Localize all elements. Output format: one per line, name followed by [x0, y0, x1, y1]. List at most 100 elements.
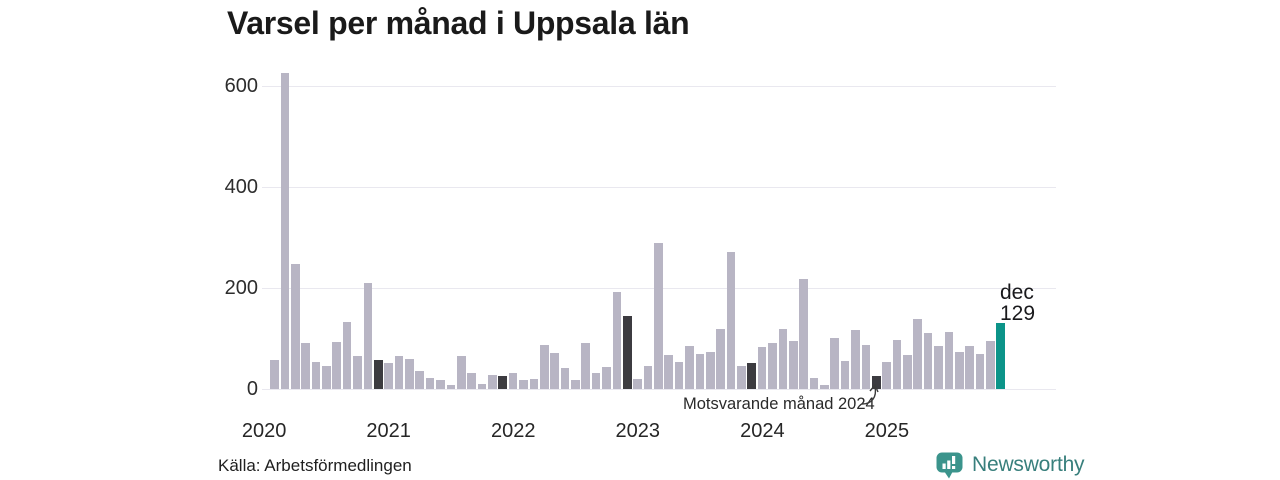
x-year-label-2021: 2021	[366, 420, 411, 442]
bar-slot	[549, 59, 559, 389]
bar-slot	[788, 59, 798, 389]
gridline-400	[262, 186, 1056, 188]
bar-2025-01	[882, 362, 891, 389]
bar-slot	[747, 59, 757, 389]
bar-2024-03	[778, 328, 788, 389]
bar-slot	[466, 59, 476, 389]
brand-name: Newsworthy	[972, 453, 1085, 476]
bar-2021-02	[394, 355, 404, 389]
bar-2024-04	[788, 340, 798, 389]
bar-2023-05	[674, 362, 684, 389]
bar-2022-12	[622, 315, 632, 389]
bar-slot	[653, 59, 663, 389]
y-tick-label-600: 600	[224, 74, 258, 97]
bar-2022-04	[539, 345, 549, 389]
bar-slot	[871, 59, 881, 389]
brand-footer: Newsworthy	[935, 450, 1085, 480]
newsworthy-logo-icon	[936, 452, 963, 479]
bar-2025-03	[903, 355, 912, 389]
bar-slot	[798, 59, 808, 389]
bar-2025-10	[975, 353, 985, 389]
bar-2023-01	[633, 379, 642, 389]
bar-slot	[767, 59, 777, 389]
bar-2022-03	[529, 379, 539, 389]
bar-2025-09	[965, 346, 974, 389]
bar-slot	[881, 59, 891, 389]
bar-2024-07	[820, 384, 829, 389]
bar-2021-03	[405, 358, 414, 389]
bar-2025-02	[892, 339, 902, 389]
bar-slot	[487, 59, 497, 389]
bar-2021-01	[384, 363, 393, 389]
bar-2023-03	[654, 243, 663, 389]
bar-slot	[830, 59, 840, 389]
page-title: Varsel per månad i Uppsala län	[227, 5, 690, 41]
bar-slot	[300, 59, 310, 389]
comparison-annotation: Motsvarande månad 2024	[683, 395, 875, 413]
bar-slot	[902, 59, 912, 389]
y-tick-label-200: 200	[224, 276, 258, 299]
bar-2023-06	[685, 346, 694, 389]
bar-slot	[363, 59, 373, 389]
bar-2022-07	[571, 380, 580, 389]
bar-slot	[456, 59, 466, 389]
gridline-600	[262, 85, 1056, 87]
bar-2020-08	[332, 341, 341, 389]
bar-2023-08	[705, 351, 715, 389]
bar-slot	[269, 59, 279, 389]
bar-2024-10	[851, 329, 860, 389]
bar-slot	[975, 59, 985, 389]
bar-slot	[518, 59, 528, 389]
bar-2023-02	[643, 366, 653, 389]
x-year-label-2024: 2024	[740, 420, 785, 442]
bar-2022-01	[508, 373, 518, 389]
y-tick-label-400: 400	[224, 175, 258, 198]
bar-slot	[695, 59, 705, 389]
bar-slot	[612, 59, 622, 389]
bar-2023-11	[737, 366, 746, 389]
bar-2024-05	[799, 278, 808, 389]
bar-slot	[425, 59, 435, 389]
bar-2020-10	[353, 355, 362, 389]
bar-slot	[508, 59, 518, 389]
bar-2025-06	[934, 346, 943, 389]
bar-slot	[674, 59, 684, 389]
bar-2023-04	[664, 354, 673, 389]
bar-2021-06	[436, 380, 445, 389]
bar-2025-12	[996, 323, 1005, 389]
bar-slot	[311, 59, 321, 389]
bar-2023-07	[695, 354, 705, 389]
bar-slot	[892, 59, 902, 389]
bar-2022-11	[612, 292, 622, 389]
x-year-label-2022: 2022	[490, 420, 536, 442]
bar-slot	[850, 59, 860, 389]
bar-slot	[477, 59, 487, 389]
current-month-name: dec	[1000, 281, 1034, 304]
bar-2024-11	[861, 344, 871, 389]
bar-slot	[259, 59, 269, 389]
bar-slot	[632, 59, 642, 389]
bar-2024-01	[757, 347, 767, 389]
bar-2020-09	[342, 322, 352, 389]
annotation-arrow-icon	[861, 383, 879, 405]
bar-2020-02	[270, 359, 279, 389]
bar-2022-05	[550, 352, 559, 389]
bar-2025-07	[944, 332, 954, 389]
bar-slot	[809, 59, 819, 389]
y-tick-label-0: 0	[246, 377, 258, 400]
bar-2021-05	[425, 378, 435, 389]
gridline-0	[262, 388, 1056, 390]
bar-2020-12	[373, 359, 383, 389]
bar-2021-12	[498, 375, 507, 389]
bar-2023-12	[747, 362, 756, 389]
bar-slot	[446, 59, 456, 389]
bar-slot	[394, 59, 404, 389]
bar-2020-05	[301, 343, 310, 389]
bar-2021-09	[467, 373, 476, 389]
bar-slot	[726, 59, 736, 389]
bar-slot	[933, 59, 943, 389]
bar-2024-08	[830, 338, 839, 389]
bar-slot	[498, 59, 508, 389]
bar-slot	[757, 59, 767, 389]
bar-2024-12	[871, 375, 881, 389]
